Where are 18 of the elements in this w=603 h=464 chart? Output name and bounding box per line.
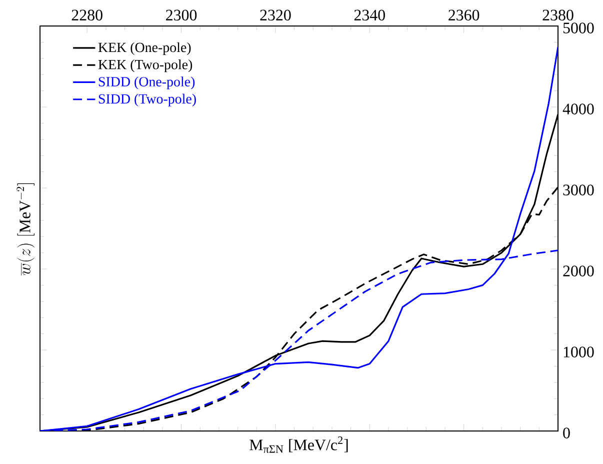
legend-label: KEK (Two-pole)	[98, 59, 192, 72]
x-tick-label: 2360	[448, 10, 480, 20]
x-tick-label: 2340	[354, 10, 385, 20]
x-tick-label: 2300	[166, 10, 197, 20]
x-tick-label: 2380	[542, 10, 574, 20]
y-axis-title: $\overline{w}(z)\;[\mathrm{MeV}^{-2}]$	[16, 183, 35, 276]
legend-label: SIDD (Two-pole)	[98, 94, 196, 106]
y-tick-label: 5000	[563, 22, 594, 34]
y-tick-label: 1000	[564, 346, 594, 358]
y-tick-label: 4000	[562, 104, 594, 114]
legend-label: KEK (One-pole)	[98, 42, 191, 55]
y-tick-label: 2000	[563, 266, 594, 276]
x-tick-label: 2320	[260, 10, 291, 20]
y-tick-label: 3000	[563, 184, 594, 196]
x-axis-title: M$_{πΣN}$ [MeV/c$^{2}$]	[250, 436, 348, 453]
x-tick-label: 2280	[72, 10, 102, 20]
y-tick-label: 0	[563, 428, 570, 438]
legend-label: SIDD (One-pole)	[98, 76, 195, 90]
